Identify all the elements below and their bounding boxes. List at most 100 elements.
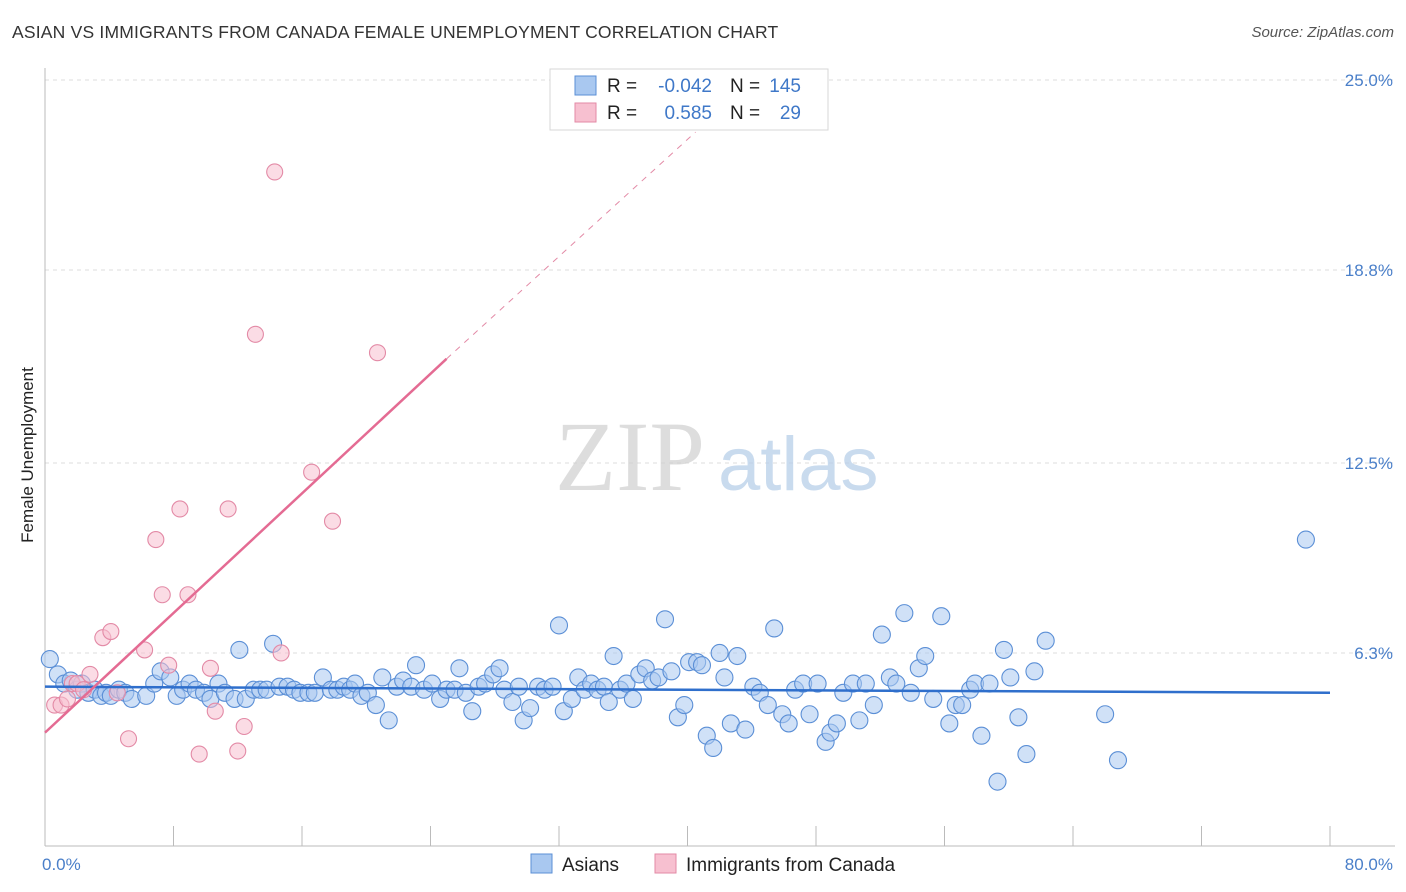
canada-point-12 [147, 531, 165, 549]
canada-trend-extension [446, 131, 696, 360]
asians-point-140 [994, 640, 1013, 659]
asians-point-122 [864, 696, 883, 715]
asians-point-144 [1025, 662, 1044, 681]
canada-point-27 [323, 512, 342, 530]
canada-point-22 [235, 717, 253, 736]
bottom-legend-swatch-asians [530, 853, 553, 874]
canada-point-18 [201, 659, 219, 677]
axes [44, 68, 1395, 847]
legend-r-value-canada: 0.585 [664, 103, 712, 124]
asians-point-91 [655, 610, 675, 629]
asians-point-74 [549, 616, 569, 635]
asians-point-148 [1296, 530, 1315, 549]
asians-point-132 [940, 714, 959, 733]
canada-point-2 [58, 690, 77, 708]
asians-point-131 [932, 607, 951, 626]
asians-point-104 [736, 720, 755, 739]
legend-r-label-canada: R = [607, 103, 637, 124]
legend-n-label-asians: N = [730, 76, 760, 97]
asians-point-100 [710, 643, 729, 663]
y-axis-label: Female Unemployment [18, 367, 37, 543]
canada-point-24 [266, 163, 284, 181]
asians-point-70 [521, 699, 540, 718]
bottom-legend-label-canada: Immigrants from Canada [686, 855, 896, 876]
asians-point-126 [895, 604, 914, 623]
asians-point-92 [662, 662, 681, 681]
asians-point-123 [872, 625, 891, 644]
asians-point-141 [1001, 668, 1020, 687]
series-asians-points [40, 530, 1315, 791]
legend-swatch-canada [574, 102, 597, 123]
legend-box: R = -0.042 N = 145 R = 0.585 N = 29 [549, 68, 829, 131]
asians-point-49 [379, 711, 398, 730]
asians-point-110 [779, 714, 798, 733]
canada-point-9 [108, 684, 126, 702]
asians-point-59 [450, 659, 469, 678]
asians-point-97 [692, 656, 712, 675]
legend-n-value-canada: 29 [780, 103, 801, 124]
bottom-legend: Asians Immigrants from Canada [530, 853, 896, 876]
asians-point-108 [765, 619, 784, 638]
asians-point-114 [808, 674, 827, 693]
asians-point-48 [373, 668, 392, 687]
bottom-legend-swatch-canada [654, 853, 677, 874]
legend-n-value-asians: 145 [769, 76, 801, 97]
asians-point-103 [728, 646, 747, 666]
asians-point-82 [599, 692, 618, 712]
asians-point-0 [40, 650, 59, 669]
canada-point-19 [206, 702, 224, 720]
asians-point-65 [490, 659, 509, 678]
asians-point-67 [503, 692, 522, 712]
asians-point-130 [924, 689, 943, 708]
asians-point-73 [543, 677, 562, 696]
x-tick-label-0: 0.0% [42, 855, 81, 874]
canada-point-10 [119, 730, 138, 748]
canada-point-26 [303, 463, 321, 481]
canada-point-15 [171, 500, 189, 518]
x-tick-labels: 0.0% 80.0% [42, 855, 1393, 874]
asians-point-142 [1009, 708, 1028, 727]
canada-point-28 [368, 344, 387, 362]
legend-n-label-canada: N = [730, 103, 760, 124]
asians-point-146 [1096, 705, 1115, 724]
canada-point-14 [160, 656, 178, 674]
canada-point-23 [246, 325, 264, 343]
canada-point-11 [136, 641, 154, 659]
chart-title: ASIAN VS IMMIGRANTS FROM CANADA FEMALE U… [12, 22, 779, 42]
bottom-legend-label-asians: Asians [562, 855, 619, 876]
asians-point-134 [953, 696, 972, 715]
canada-trend-line [44, 357, 448, 734]
y-tick-label-1: 12.5% [1345, 454, 1393, 473]
grid-lines [45, 79, 1395, 654]
legend-r-label-asians: R = [607, 76, 637, 97]
asians-point-117 [827, 714, 846, 733]
x-tick-label-1: 80.0% [1345, 855, 1393, 874]
asians-trend-line [44, 685, 1331, 695]
asians-point-27 [230, 640, 249, 659]
asians-point-121 [856, 674, 875, 693]
asians-point-145 [1036, 631, 1055, 650]
watermark-atlas: atlas [718, 422, 879, 507]
asians-point-113 [800, 705, 819, 724]
asians-point-120 [850, 711, 869, 730]
canada-point-6 [81, 665, 99, 683]
canada-point-17 [190, 745, 208, 763]
asians-point-86 [623, 689, 642, 708]
asians-point-137 [972, 726, 991, 745]
y-tick-labels: 6.3% 12.5% 18.8% 25.0% [1345, 71, 1393, 663]
asians-point-81 [594, 677, 614, 696]
canada-point-13 [153, 586, 171, 604]
watermark: ZIP atlas [555, 401, 879, 512]
canada-point-20 [219, 500, 237, 518]
asians-point-47 [366, 696, 385, 715]
asians-point-68 [509, 677, 528, 696]
asians-point-139 [988, 772, 1007, 791]
canada-point-16 [179, 586, 197, 604]
source-label: Source: ZipAtlas.com [1251, 24, 1394, 41]
asians-point-94 [675, 696, 694, 715]
y-tick-label-0: 6.3% [1354, 644, 1393, 663]
legend-swatch-asians [574, 75, 597, 96]
y-tick-label-2: 18.8% [1345, 261, 1393, 280]
asians-point-101 [715, 668, 734, 687]
